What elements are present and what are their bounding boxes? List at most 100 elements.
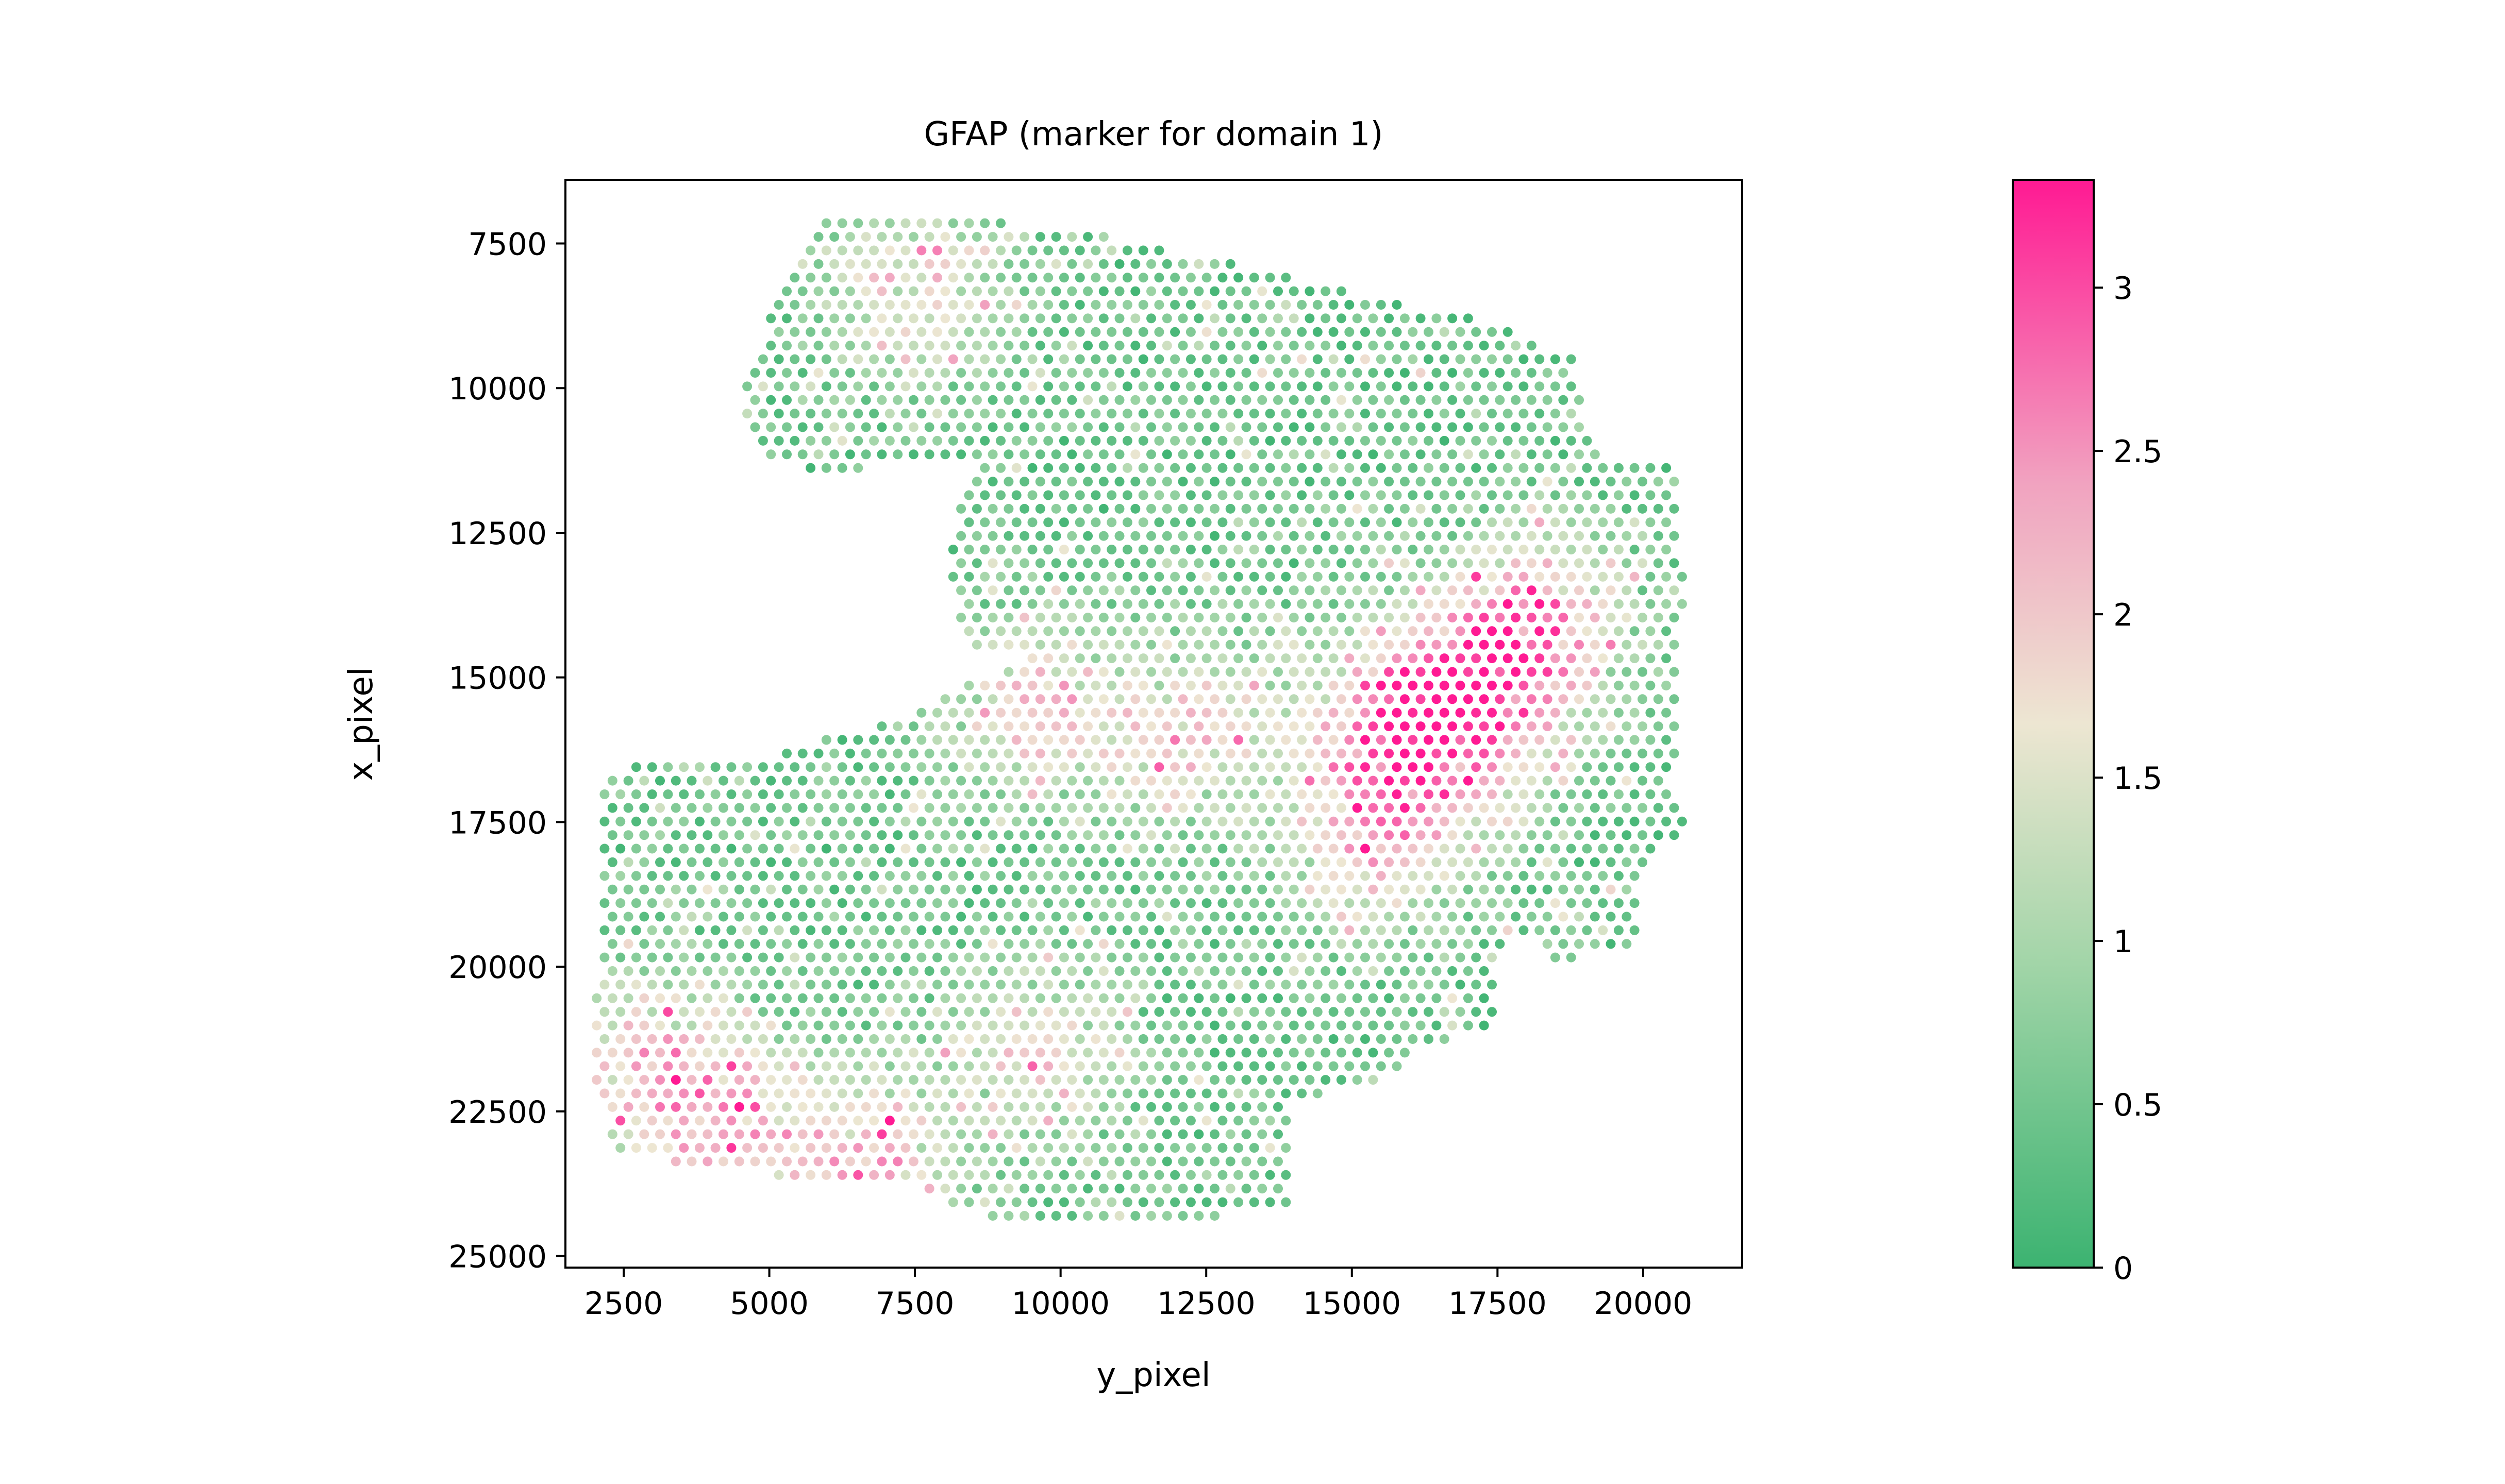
data-point <box>1495 341 1505 351</box>
data-point <box>1122 980 1132 990</box>
data-point <box>837 463 847 473</box>
data-point <box>1170 707 1180 718</box>
data-point <box>972 1156 982 1167</box>
data-point <box>1645 490 1656 500</box>
data-point <box>1210 1211 1220 1221</box>
data-point <box>988 1020 998 1031</box>
data-point <box>1162 286 1172 296</box>
data-point <box>1281 463 1291 473</box>
data-point <box>1011 545 1022 554</box>
data-point <box>1170 463 1180 473</box>
data-point <box>813 1129 824 1139</box>
data-point <box>1043 435 1054 446</box>
data-point <box>1178 313 1188 324</box>
data-point <box>1107 1088 1117 1099</box>
data-point <box>1471 599 1481 609</box>
data-point <box>1162 1129 1172 1139</box>
data-point <box>1051 531 1061 541</box>
data-point <box>1011 871 1022 881</box>
data-point <box>1328 707 1339 718</box>
data-point <box>1027 1061 1038 1071</box>
data-point <box>845 341 855 351</box>
data-point <box>1352 775 1362 786</box>
data-point <box>813 313 824 324</box>
data-point <box>1328 327 1339 337</box>
data-point <box>1408 653 1418 664</box>
data-point <box>1297 545 1307 554</box>
data-point <box>1550 626 1560 636</box>
data-point <box>837 816 847 827</box>
data-point <box>916 381 927 392</box>
data-point <box>1249 463 1259 473</box>
data-point <box>1392 381 1402 392</box>
data-point <box>877 939 887 949</box>
data-point <box>1606 939 1616 949</box>
data-point <box>1035 1048 1045 1058</box>
data-point <box>1518 653 1529 664</box>
data-point <box>1138 952 1148 963</box>
data-point <box>1368 613 1378 622</box>
data-point <box>1629 844 1640 854</box>
data-point <box>703 1075 713 1085</box>
data-point <box>694 1143 705 1153</box>
data-point <box>1566 871 1576 881</box>
data-point <box>1265 409 1275 419</box>
data-point <box>1217 707 1228 718</box>
data-point <box>1210 912 1220 922</box>
data-point <box>1566 925 1576 935</box>
data-point <box>647 1034 657 1044</box>
data-point <box>1661 599 1672 609</box>
data-point <box>1566 354 1576 364</box>
data-point <box>766 775 776 786</box>
data-point <box>1035 558 1045 568</box>
data-point <box>1265 680 1275 690</box>
data-point <box>1185 571 1196 582</box>
data-point <box>1289 1020 1299 1031</box>
data-point <box>1518 354 1529 364</box>
data-point <box>623 884 633 895</box>
data-point <box>758 1061 768 1071</box>
data-point <box>1122 1116 1132 1126</box>
data-point <box>845 857 855 867</box>
data-point <box>1027 571 1038 582</box>
data-point <box>900 844 911 854</box>
data-point <box>1376 1007 1386 1017</box>
data-point <box>1075 1170 1085 1180</box>
data-point <box>719 775 728 786</box>
data-point <box>1273 613 1283 622</box>
data-point <box>1249 1061 1259 1071</box>
data-point <box>797 1156 808 1167</box>
data-point <box>774 844 784 854</box>
data-point <box>1328 680 1339 690</box>
data-point <box>647 980 657 990</box>
data-point <box>726 844 737 854</box>
data-point <box>1558 477 1568 487</box>
data-point <box>1201 680 1212 690</box>
data-point <box>1027 545 1038 554</box>
data-point <box>853 980 863 990</box>
data-point <box>1178 803 1188 813</box>
data-point <box>1281 925 1291 935</box>
data-point <box>1154 300 1164 310</box>
data-point <box>1257 803 1267 813</box>
data-point <box>1439 545 1449 554</box>
data-point <box>1518 517 1529 528</box>
data-point <box>742 381 753 392</box>
data-point <box>1265 545 1275 554</box>
data-point <box>639 803 649 813</box>
data-point <box>1542 803 1552 813</box>
data-point <box>1550 599 1560 609</box>
data-point <box>956 503 966 514</box>
data-point <box>1653 639 1663 650</box>
data-point <box>1210 341 1220 351</box>
data-point <box>1210 939 1220 949</box>
data-point <box>1225 966 1235 976</box>
data-point <box>742 952 753 963</box>
data-point <box>1471 490 1481 500</box>
data-point <box>782 368 792 378</box>
data-point <box>916 816 927 827</box>
data-point <box>1185 1061 1196 1071</box>
data-point <box>1107 599 1117 609</box>
data-point <box>782 1102 792 1112</box>
data-point <box>1384 830 1394 840</box>
